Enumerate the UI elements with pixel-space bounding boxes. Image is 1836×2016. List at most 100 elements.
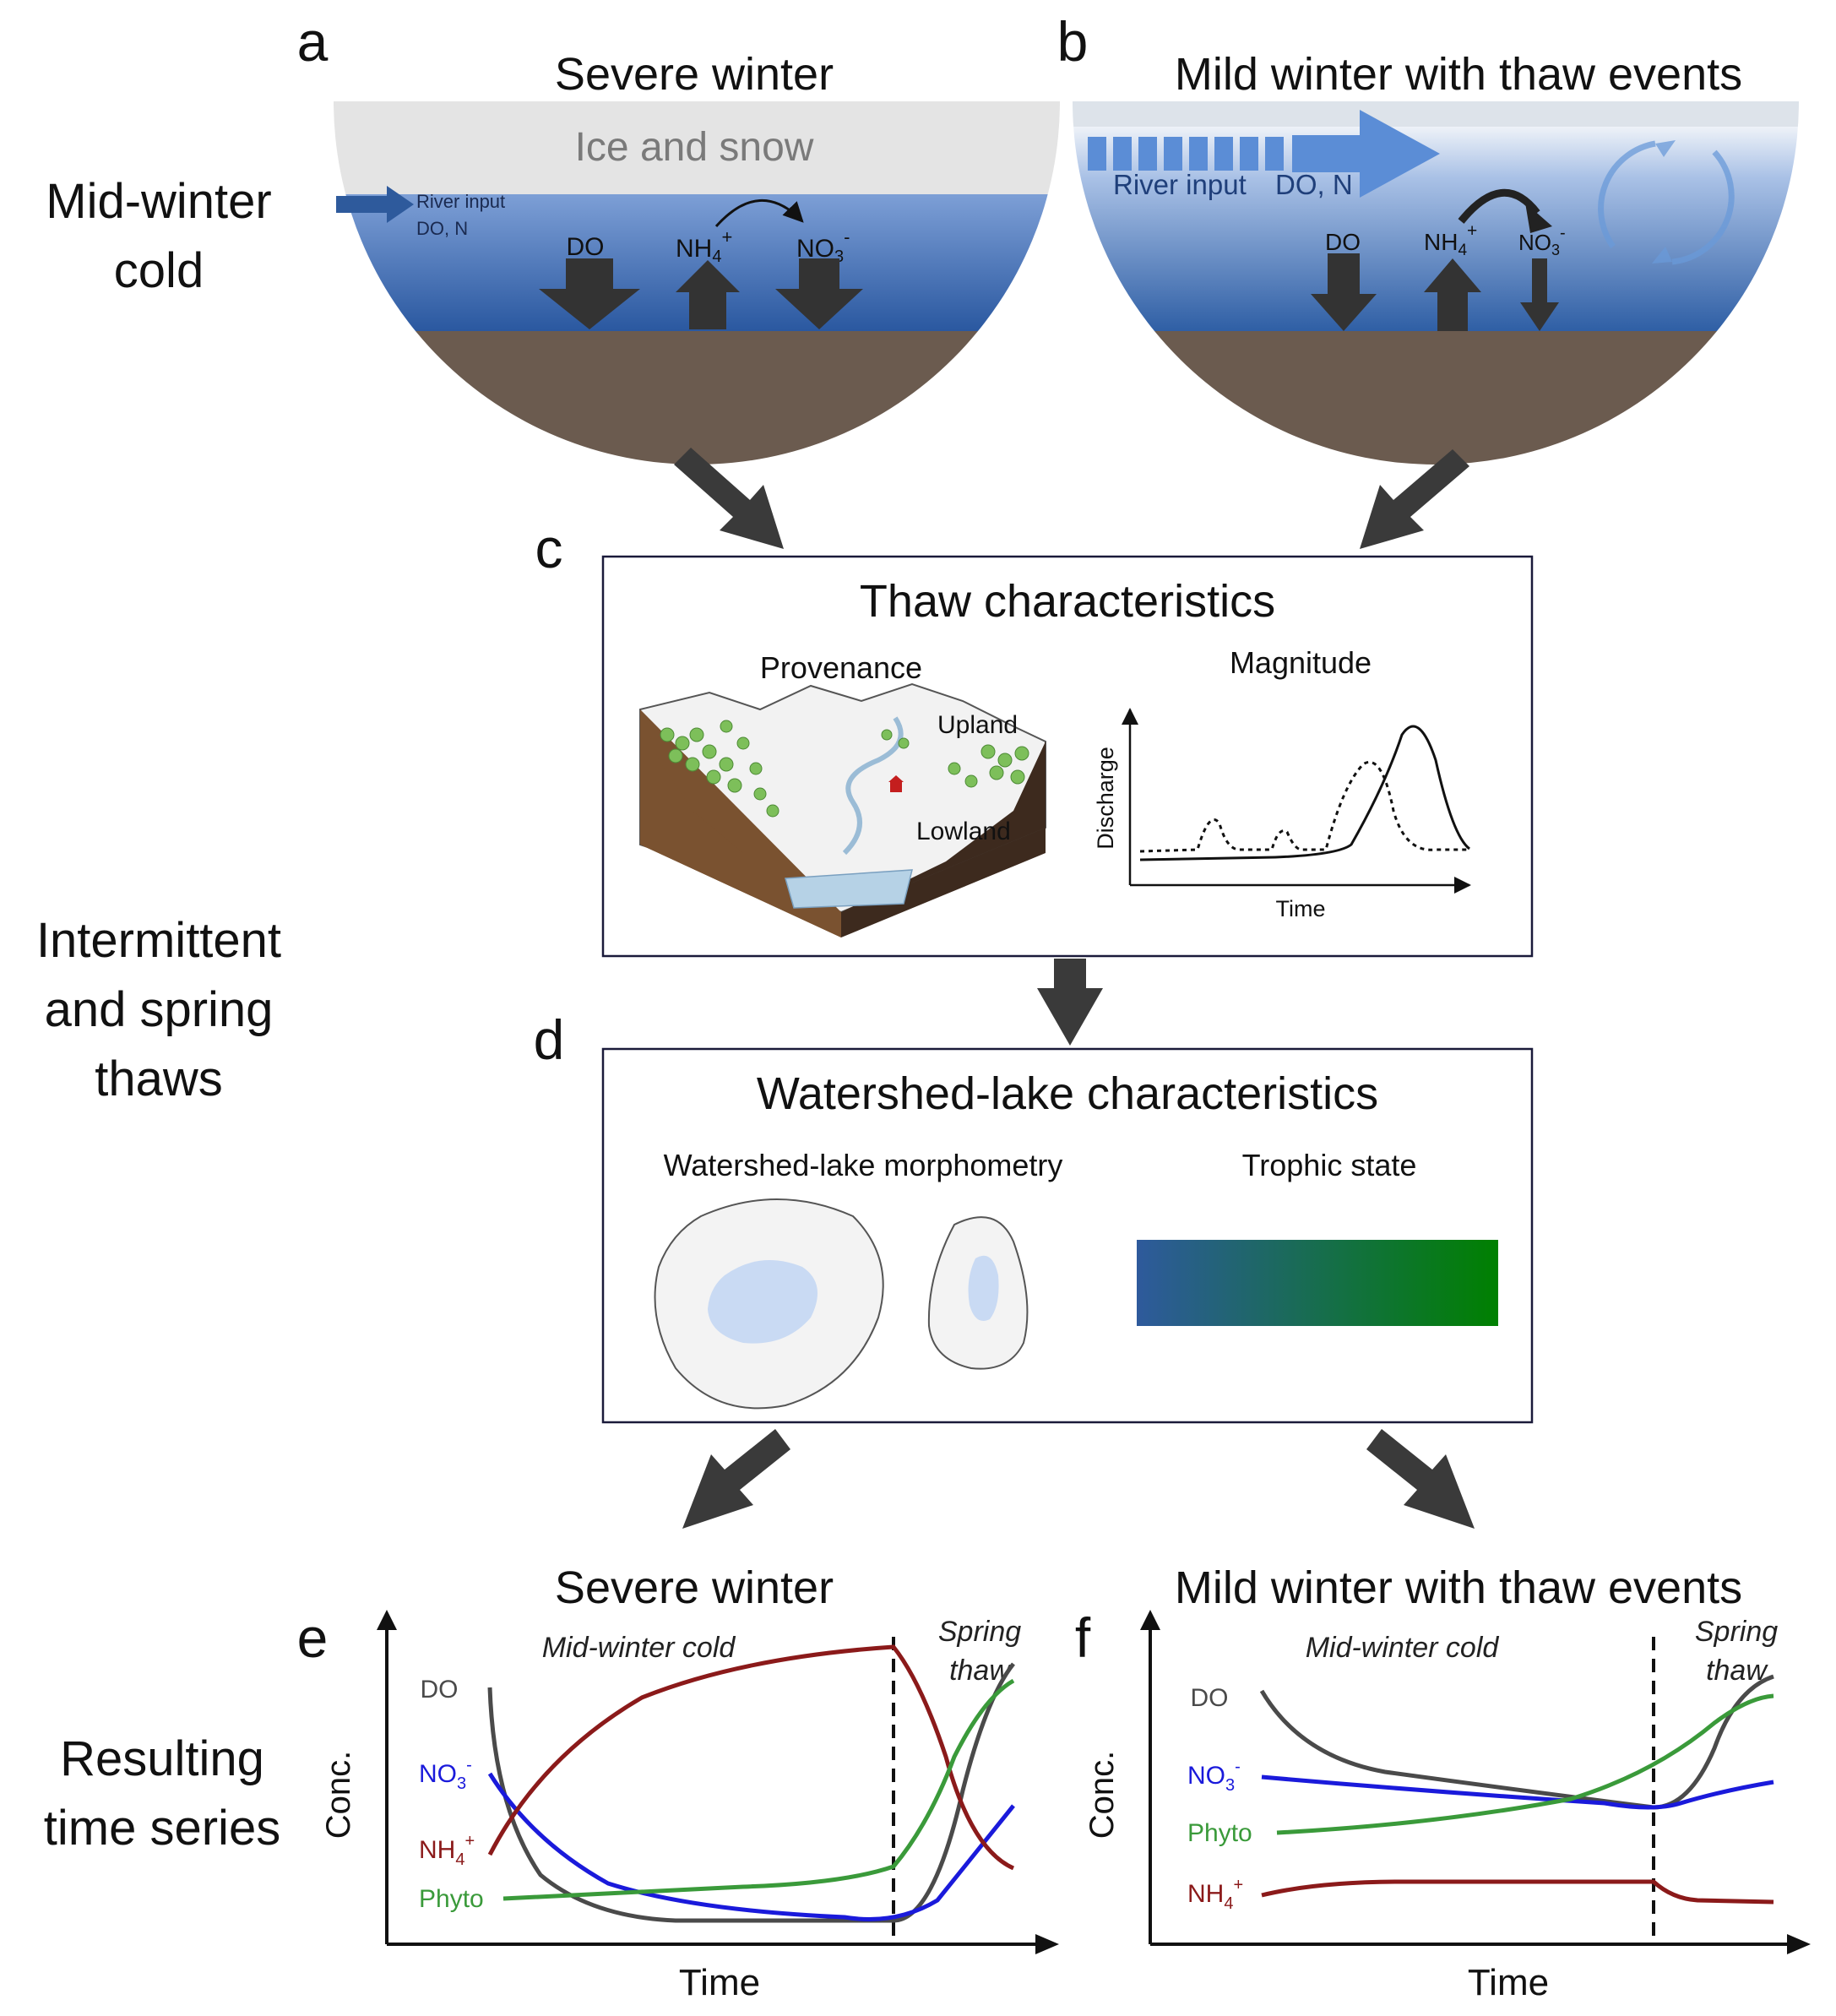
watershed-lake: [785, 869, 913, 909]
panel-a: a Severe winter Ice and snow River input…: [297, 10, 1060, 465]
nh4-up-arrow-icon: [676, 260, 740, 329]
panel-e-period-1: Mid-winter cold: [542, 1632, 736, 1664]
panel-f-title: Mild winter with thaw events: [1175, 1562, 1742, 1613]
upland-label: Upland: [937, 711, 1018, 739]
no3-down-arrow-icon: [775, 258, 863, 329]
watershed-block-diagram: [639, 682, 1046, 937]
no3-down-arrow-b-icon: [1520, 258, 1559, 331]
do-down-arrow-icon: [539, 258, 640, 329]
hydrograph-solid-line: [1139, 725, 1470, 861]
panel-letter-c: c: [535, 517, 563, 579]
trophic-label: Trophic state: [1242, 1148, 1417, 1182]
panel-d-title: Watershed-lake characteristics: [757, 1068, 1378, 1119]
forest-left: [660, 720, 779, 818]
circulation-arc-right-icon: [1671, 149, 1735, 265]
ice-layer: [334, 101, 1060, 194]
forest-right: [881, 729, 1029, 788]
panel-e-x-arrowhead-icon: [1035, 1934, 1059, 1954]
panel-f-x-arrowhead-icon: [1787, 1934, 1811, 1954]
farm-barn-icon: [890, 782, 902, 792]
panel-f-y-label: Conc.: [1084, 1751, 1121, 1839]
row-label-thaws-2: and spring: [45, 982, 274, 1037]
do-down-arrow-b-icon: [1311, 253, 1377, 331]
panel-f-no3-label: NO3-: [1187, 1758, 1241, 1795]
circulation-arrowhead-right-icon: [1652, 247, 1672, 264]
small-lake: [968, 1255, 999, 1321]
lowland-label: Lowland: [916, 818, 1011, 845]
hydrograph-dotted-line: [1139, 760, 1469, 853]
row-label-mid-winter-2: cold: [114, 243, 204, 298]
magnitude-label: Magnitude: [1230, 645, 1372, 680]
arrow-b-to-c-icon: [1360, 449, 1469, 549]
hydrograph-x-label: Time: [1276, 896, 1326, 921]
arrow-d-to-e-icon: [682, 1429, 790, 1529]
arrow-d-to-f-icon: [1366, 1429, 1475, 1529]
nh4-up-arrow-b-icon: [1424, 258, 1481, 331]
hydrograph-y-label: Discharge: [1093, 747, 1118, 850]
circulation-arrowhead-left-icon: [1655, 140, 1676, 157]
panel-f-nh4-label: NH4+: [1187, 1876, 1243, 1913]
nitrification-arrowhead-b-icon: [1525, 203, 1552, 233]
panel-f-no3-curve: [1261, 1774, 1774, 1810]
panel-e-phyto-curve: [502, 1678, 1015, 1901]
panel-f-phyto-label: Phyto: [1187, 1819, 1252, 1847]
large-lake: [708, 1260, 818, 1344]
panel-e-no3-label: NO3-: [419, 1756, 472, 1793]
panel-e-y-arrowhead-icon: [377, 1610, 397, 1630]
thin-ice-layer: [1073, 101, 1799, 127]
nh4-label-a: NH4+: [676, 226, 732, 266]
panel-b: b Mild winter with thaw events River inp…: [1057, 10, 1799, 465]
row-label-results-2: time series: [44, 1801, 280, 1856]
panel-f-period-2-line-2: thaw: [1706, 1655, 1768, 1687]
river-input-solutes-b: DO, N: [1275, 169, 1353, 200]
hydrograph: Time Discharge: [1093, 708, 1471, 921]
panel-e-phyto-label: Phyto: [419, 1885, 484, 1913]
river-input-label: River input: [416, 191, 505, 212]
panel-f-do-label: DO: [1191, 1684, 1229, 1712]
ice-label: Ice and snow: [575, 125, 814, 170]
no3-label-b: NO3-: [1518, 224, 1566, 258]
morphometry-label: Watershed-lake morphometry: [664, 1148, 1063, 1182]
panel-e-do-label: DO: [421, 1676, 459, 1704]
do-label-b: DO: [1325, 229, 1361, 255]
watershed-soil-right: [841, 828, 1046, 937]
panel-e-no3-curve: [487, 1772, 1015, 1921]
row-label-thaws-1: Intermittent: [36, 913, 281, 968]
panel-e-period-2-line-1: Spring: [938, 1616, 1021, 1648]
panel-f-x-label: Time: [1468, 1962, 1549, 2003]
river-input-label-b: River input: [1113, 169, 1247, 200]
panel-letter-e: e: [297, 1606, 329, 1669]
provenance-label: Provenance: [760, 650, 922, 685]
river-input-arrow-icon: [336, 186, 414, 223]
panel-e: Severe winter e Mid-winter cold Spring t…: [297, 1562, 1059, 2003]
river-input-arrow-b-icon: [1088, 110, 1440, 198]
panel-f-do-curve: [1259, 1674, 1774, 1810]
panel-e-nh4-curve: [487, 1644, 1015, 1871]
panel-f-period-1: Mid-winter cold: [1306, 1632, 1500, 1664]
panel-f-nh4-curve: [1261, 1879, 1774, 1905]
panel-letter-a: a: [297, 10, 329, 73]
circulation-arc-left-icon: [1598, 140, 1656, 249]
panel-b-title: Mild winter with thaw events: [1175, 49, 1742, 100]
panel-f: Mild winter with thaw events f Mid-winte…: [1075, 1562, 1811, 2003]
arrow-c-to-d-icon: [1037, 959, 1103, 1046]
panel-f-phyto-curve: [1276, 1693, 1774, 1835]
row-label-mid-winter-1: Mid-winter: [46, 174, 272, 229]
trophic-gradient-bar: [1137, 1240, 1498, 1326]
panel-letter-b: b: [1057, 10, 1089, 73]
panel-e-x-label: Time: [679, 1962, 760, 2003]
no3-label-a: NO3-: [796, 226, 850, 266]
panel-c-title: Thaw characteristics: [860, 576, 1275, 627]
panel-f-y-arrowhead-icon: [1140, 1610, 1160, 1630]
panel-f-period-2-line-1: Spring: [1695, 1616, 1778, 1648]
panel-e-title: Severe winter: [555, 1562, 834, 1613]
panel-a-title: Severe winter: [555, 49, 834, 100]
panel-c: c Thaw characteristics Provenance Magnit…: [535, 517, 1534, 958]
panel-e-y-label: Conc.: [320, 1751, 357, 1839]
panel-letter-f: f: [1075, 1606, 1091, 1669]
do-label-a: DO: [567, 233, 605, 261]
panel-e-nh4-label: NH4+: [419, 1832, 475, 1869]
river-input-solutes: DO, N: [416, 218, 468, 239]
sediment-layer-b: [1073, 331, 1799, 465]
